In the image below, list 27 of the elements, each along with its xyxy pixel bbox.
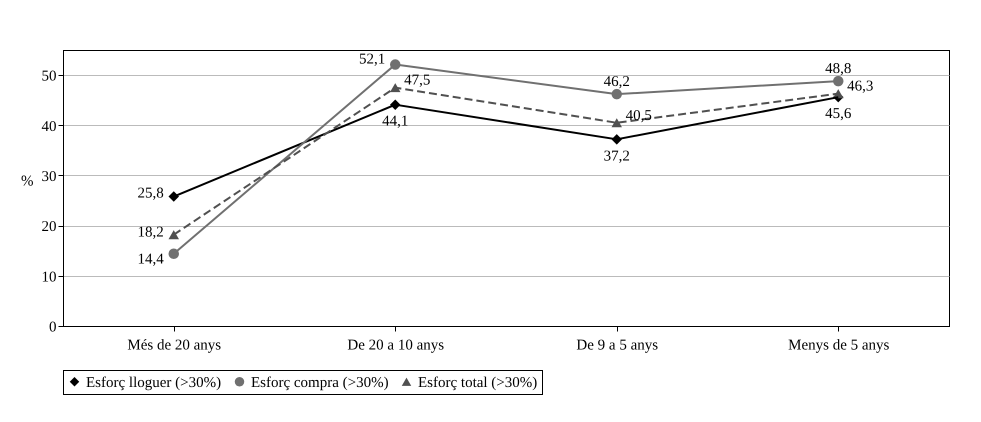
y-tick-label: 10: [42, 269, 56, 286]
x-tick-label: De 20 a 10 anys: [347, 338, 444, 354]
y-tick-label: 20: [42, 219, 56, 236]
data-label: 52,1: [359, 52, 386, 68]
data-label: 45,6: [825, 106, 852, 122]
data-label: 40,5: [626, 108, 652, 124]
x-tick-label: Més de 20 anys: [127, 338, 222, 354]
legend-label: Esforç total (>30%): [418, 374, 538, 391]
data-label: 47,5: [404, 72, 430, 89]
data-label: 46,3: [847, 78, 874, 95]
y-tick-label: 30: [42, 168, 56, 185]
data-label: 44,1: [382, 114, 408, 130]
data-label: 46,2: [604, 74, 630, 90]
x-tick-label: De 9 a 5 anys: [576, 338, 658, 354]
data-label: 14,4: [138, 252, 164, 268]
y-tick-label: 0: [49, 320, 56, 336]
legend-label: Esforç compra (>30%): [251, 374, 389, 391]
x-tick-label: Menys de 5 anys: [788, 338, 890, 354]
data-label: 48,8: [825, 61, 852, 78]
y-axis-title: %: [21, 174, 34, 190]
y-tick-label: 40: [42, 118, 56, 135]
y-tick-label: 50: [42, 68, 56, 85]
point: [612, 118, 622, 128]
data-label: 18,2: [138, 224, 164, 241]
data-label: 37,2: [604, 148, 630, 164]
legend-label: Esforç lloguer (>30%): [86, 374, 222, 391]
data-label: 25,8: [138, 186, 164, 202]
